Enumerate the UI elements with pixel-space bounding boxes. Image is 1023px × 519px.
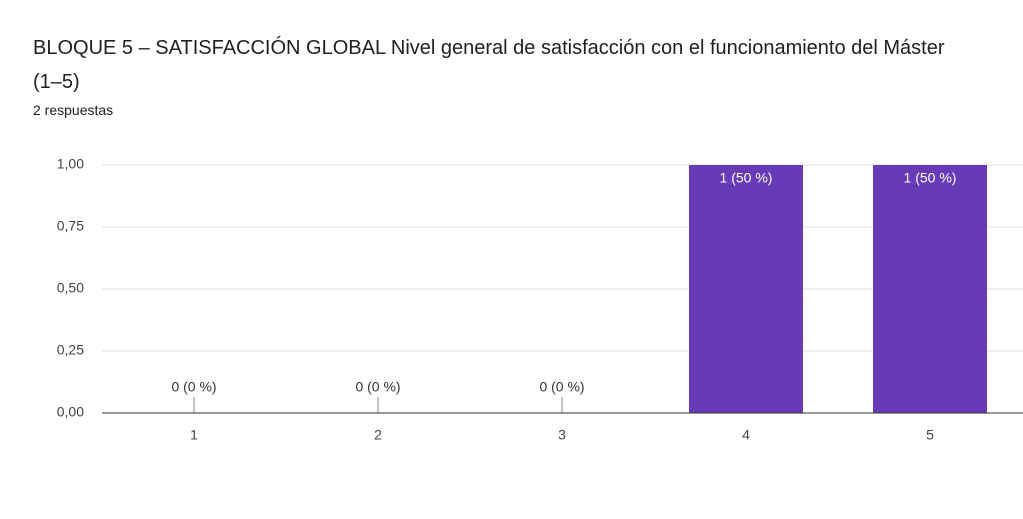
x-tick-label: 5	[926, 427, 934, 443]
bar	[689, 165, 803, 413]
chart-title: BLOQUE 5 – SATISFACCIÓN GLOBAL Nivel gen…	[33, 37, 945, 93]
y-tick-label: 0,50	[57, 280, 84, 296]
x-tick-label: 2	[374, 427, 382, 443]
value-label: 1 (50 %)	[720, 170, 773, 186]
x-tick-label: 3	[558, 427, 566, 443]
x-tick-label: 1	[190, 427, 198, 443]
bar	[873, 165, 987, 413]
value-label: 1 (50 %)	[904, 170, 957, 186]
value-label: 0 (0 %)	[539, 379, 584, 395]
x-tick-label: 4	[742, 427, 750, 443]
chart-subtitle: 2 respuestas	[33, 102, 114, 118]
value-label: 0 (0 %)	[355, 379, 400, 395]
y-tick-label: 0,25	[57, 342, 84, 358]
value-label: 0 (0 %)	[171, 379, 216, 395]
y-tick-label: 0,00	[57, 404, 84, 420]
y-tick-label: 1,00	[57, 156, 84, 172]
y-tick-label: 0,75	[57, 218, 84, 234]
